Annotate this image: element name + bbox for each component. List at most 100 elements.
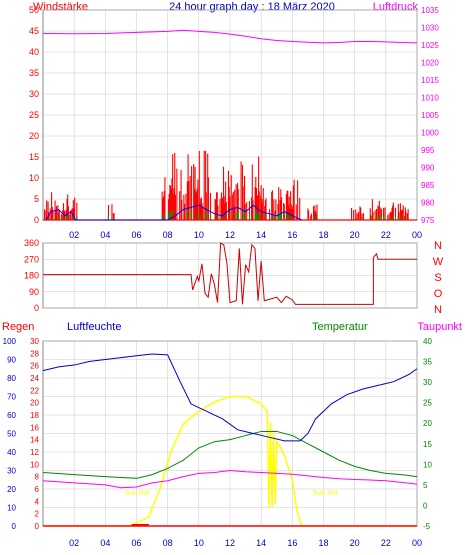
wind-tick-label: 35 <box>29 68 39 78</box>
time-tick-label: 18 <box>318 230 328 240</box>
climate-time-tick-label: 16 <box>287 538 297 548</box>
climate-time-tick-label: 18 <box>318 538 328 548</box>
rain-scale-tick-label: 10 <box>7 504 16 513</box>
rain-scale-tick-label: 0 <box>12 522 17 531</box>
direction-tick-label: 0 <box>34 303 39 313</box>
compass-label-n-top: N <box>434 240 442 252</box>
gust-series-line <box>45 204 302 221</box>
pressure-tick-label: 1025 <box>421 41 439 50</box>
humidity-scale-tick-label: 14 <box>30 436 39 445</box>
pressure-tick-label: 985 <box>421 181 435 190</box>
humidity-scale-tick-label: 12 <box>30 448 39 457</box>
temperature-tick-label: 0 <box>423 501 428 510</box>
rain-label: Regen <box>2 321 34 333</box>
wind-tick-label: 15 <box>29 152 39 162</box>
climate-time-tick-label: 02 <box>69 538 79 548</box>
direction-tick-label: 90 <box>29 287 39 297</box>
wind-tick-label: 0 <box>34 215 39 225</box>
temperature-tick-label: 30 <box>423 378 432 387</box>
pressure-tick-label: 980 <box>421 199 435 208</box>
direction-tick-label: 360 <box>24 238 39 248</box>
pressure-tick-label: 1005 <box>421 111 439 120</box>
direction-series-line <box>43 242 417 305</box>
rain-scale-tick-label: 50 <box>7 430 16 439</box>
wind-tick-label: 25 <box>29 110 39 120</box>
rain-scale-tick-label: 60 <box>7 411 16 420</box>
pressure-tick-label: 1035 <box>421 6 439 15</box>
compass-label-n-bottom: N <box>434 304 442 316</box>
temperature-tick-label: 15 <box>423 440 432 449</box>
direction-tick-label: 180 <box>24 271 39 281</box>
time-tick-label: 02 <box>69 230 79 240</box>
pressure-tick-label: 1030 <box>421 24 439 33</box>
time-tick-label: 08 <box>163 230 173 240</box>
rain-scale-tick-label: 90 <box>7 356 16 365</box>
rain-scale-tick-label: 20 <box>7 485 16 494</box>
humidity-scale-tick-label: 6 <box>35 485 40 494</box>
wind-tick-label: 40 <box>29 47 39 57</box>
rain-scale-tick-label: 70 <box>7 393 16 402</box>
pressure-label: Luftdruck <box>373 1 419 13</box>
rain-scale-tick-label: 100 <box>3 337 17 346</box>
humidity-scale-tick-label: 20 <box>30 399 39 408</box>
temperature-tick-label: -5 <box>423 522 431 531</box>
compass-label-w: W <box>433 256 444 268</box>
wind-tick-label: 10 <box>29 173 39 183</box>
humidity-scale-tick-label: 18 <box>30 411 39 420</box>
climate-time-tick-label: 12 <box>225 538 235 548</box>
humidity-scale-tick-label: 28 <box>30 349 39 358</box>
temperature-tick-label: 25 <box>423 399 432 408</box>
climate-time-tick-label: 14 <box>256 538 266 548</box>
time-tick-label: 12 <box>225 230 235 240</box>
temperature-tick-label: 5 <box>423 481 428 490</box>
humidity-scale-tick-label: 24 <box>30 374 39 383</box>
rain-scale-tick-label: 80 <box>7 374 16 383</box>
humidity-scale-tick-label: 4 <box>35 497 40 506</box>
pressure-series-line <box>42 29 418 44</box>
rain-scale-tick-label: 30 <box>7 467 16 476</box>
time-tick-label: 10 <box>194 230 204 240</box>
direction-tick-label: 270 <box>24 254 39 264</box>
climate-time-tick-label: 08 <box>163 538 173 548</box>
humidity-series-line <box>42 353 418 442</box>
chart-title: 24 hour graph day : 18 März 2020 <box>169 1 335 13</box>
pressure-tick-label: 975 <box>421 216 435 225</box>
humidity-scale-tick-label: 22 <box>30 386 39 395</box>
wind-strength-label: Windstärke <box>33 1 88 13</box>
pressure-tick-label: 1010 <box>421 94 439 103</box>
compass-label-s: S <box>434 272 441 284</box>
time-tick-label: 16 <box>287 230 297 240</box>
pressure-tick-label: 1020 <box>421 59 439 68</box>
temperature-tick-label: 10 <box>423 460 432 469</box>
wind-tick-label: 20 <box>29 131 39 141</box>
sun-rise-label: Sun rise <box>124 490 150 497</box>
sun-set-label: Sun Set <box>313 490 338 497</box>
temperature-tick-label: 20 <box>423 419 432 428</box>
humidity-scale-tick-label: 10 <box>30 460 39 469</box>
humidity-scale-tick-label: 0 <box>35 522 40 531</box>
temperature-tick-label: 35 <box>423 358 432 367</box>
climate-time-tick-label: 20 <box>350 538 360 548</box>
time-tick-label: 00 <box>412 230 422 240</box>
climate-time-tick-label: 00 <box>412 538 422 548</box>
humidity-scale-tick-label: 2 <box>35 510 40 519</box>
humidity-scale-tick-label: 30 <box>30 337 39 346</box>
solar-series-line <box>43 395 417 527</box>
humidity-scale-tick-label: 26 <box>30 362 39 371</box>
pressure-tick-label: 1015 <box>421 76 439 85</box>
dewpoint-label: Taupunkt <box>417 321 462 333</box>
direction-compass-labels: N W S O N <box>433 240 444 316</box>
time-tick-label: 06 <box>131 230 141 240</box>
climate-time-tick-label: 06 <box>131 538 141 548</box>
wind-tick-label: 45 <box>29 26 39 36</box>
chart-marks: 0510152025303540455097598098599099510001… <box>3 5 440 548</box>
temperature-series-line <box>42 430 418 479</box>
temperature-label: Temperatur <box>312 321 368 333</box>
climate-time-tick-label: 22 <box>381 538 391 548</box>
climate-time-tick-label: 10 <box>194 538 204 548</box>
time-tick-label: 22 <box>381 230 391 240</box>
dewpoint-series-line <box>42 469 418 489</box>
time-tick-label: 14 <box>256 230 266 240</box>
humidity-scale-tick-label: 16 <box>30 423 39 432</box>
